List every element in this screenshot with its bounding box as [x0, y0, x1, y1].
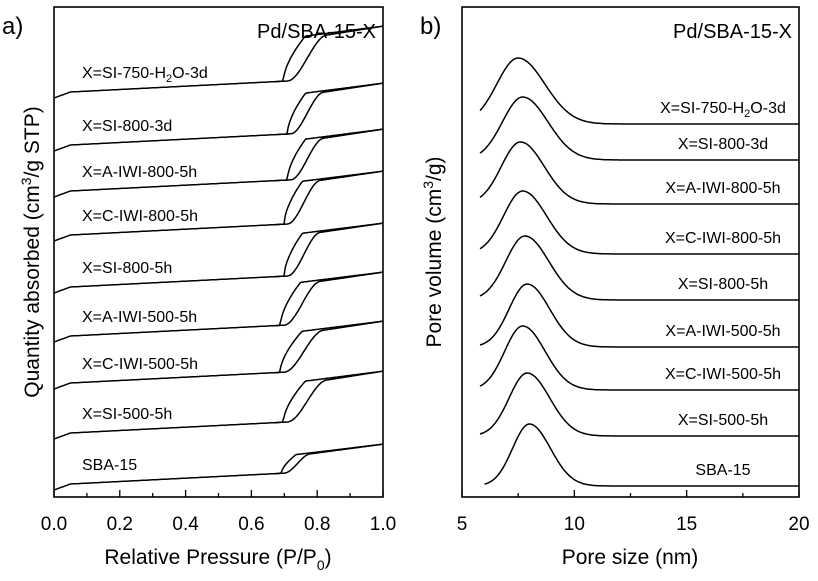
psd-curve-x-si-800-3d [479, 96, 799, 161]
panel-b-x-tick-label: 15 [676, 514, 697, 535]
psd-curve-x-a-iwi-800-5h [479, 141, 799, 205]
panel-a-isotherms: a) Pd/SBA-15-X 0.0 0.2 0.4 0.6 0.8 1.0 Relati… [2, 6, 396, 573]
panel-b-x-ticks [461, 490, 800, 497]
psd-curve-x-c-iwi-800-5h [479, 190, 799, 255]
series-label-x-si-500-5h: X=SI-500-5h [82, 406, 172, 423]
panel-a-x-axis-label: Relative Pressure (P/P0) [104, 546, 331, 573]
panel-b-x-tick-label: 20 [788, 514, 809, 535]
isotherm-desorption-x-a-iwi-500-5h [271, 271, 384, 327]
panel-a-series-lines [53, 25, 384, 491]
isotherm-adsorption-x-si-800-5h [53, 222, 384, 294]
series-label-x-si-800-3d: X=SI-800-3d [678, 136, 768, 153]
psd-curve-x-a-iwi-500-5h [479, 283, 799, 348]
isotherm-adsorption-x-si-800-3d [53, 82, 384, 152]
series-label-x-a-iwi-500-5h: X=A-IWI-500-5h [665, 323, 780, 340]
psd-curve-sba-15 [484, 423, 799, 487]
psd-curve-x-si-800-5h [479, 235, 799, 301]
series-label-x-a-iwi-800-5h: X=A-IWI-800-5h [665, 180, 780, 197]
isotherm-adsorption-x-a-iwi-500-5h [53, 271, 384, 343]
isotherm-desorption-x-si-800-5h [274, 222, 384, 278]
panel-a-x-tick-label: 0.6 [238, 514, 264, 535]
panel-b-y-axis-label: Pore volume (cm3/g) [420, 156, 446, 347]
panel-a-x-tick-label: 0.0 [41, 514, 67, 535]
isotherm-adsorption-x-c-iwi-800-5h [53, 170, 384, 242]
panel-b-title: Pd/SBA-15-X [673, 21, 792, 43]
panel-a-x-tick-label: 0.8 [304, 514, 330, 535]
panel-a-x-tick-label: 1.0 [370, 514, 396, 535]
panel-b-pore-size: b) Pd/SBA-15-X 5 10 15 20 Pore size (nm) Po… [420, 6, 810, 569]
isotherm-desorption-sba-15 [271, 443, 384, 475]
panel-b-x-tick-labels: 5 10 15 20 [457, 514, 810, 535]
series-label-sba-15: SBA-15 [695, 462, 750, 479]
series-label-x-c-iwi-800-5h: X=C-IWI-800-5h [665, 230, 781, 247]
panel-a-x-tick-label: 0.4 [172, 514, 199, 535]
series-label-x-a-iwi-800-5h: X=A-IWI-800-5h [82, 164, 197, 181]
psd-curve-x-c-iwi-500-5h [479, 325, 799, 391]
isotherm-adsorption-x-si-750-h2o-3d [53, 25, 384, 99]
series-label-x-si-750-h2o-3d: X=SI-750-H2O-3d [82, 65, 208, 85]
psd-curve-x-si-500-5h [479, 372, 799, 437]
isotherm-desorption-x-si-800-3d [277, 82, 384, 136]
series-label-x-si-800-3d: X=SI-800-3d [82, 118, 172, 135]
panel-b-label: b) [420, 13, 441, 40]
panel-b-x-tick-label: 10 [564, 514, 585, 535]
panel-b-series-lines [479, 57, 799, 487]
panel-a-title: Pd/SBA-15-X [257, 21, 376, 43]
series-label-sba-15: SBA-15 [82, 457, 137, 474]
series-label-x-c-iwi-800-5h: X=C-IWI-800-5h [82, 208, 198, 225]
series-label-x-si-750-h2o-3d: X=SI-750-H2O-3d [660, 100, 786, 120]
isotherm-desorption-x-c-iwi-800-5h [274, 170, 384, 226]
series-label-x-c-iwi-500-5h: X=C-IWI-500-5h [82, 356, 198, 373]
isotherm-adsorption-x-a-iwi-800-5h [53, 128, 384, 198]
isotherm-desorption-x-si-500-5h [271, 370, 384, 424]
panel-b-series-labels: SBA-15 X=SI-500-5h X=C-IWI-500-5h X=A-IWI-5… [660, 100, 786, 479]
panel-a-x-ticks [53, 490, 384, 497]
isotherm-desorption-x-si-750-h2o-3d [274, 25, 384, 83]
panel-a-series-labels: SBA-15 X=SI-500-5h X=C-IWI-500-5h X=A-IWI-5… [82, 65, 208, 474]
series-label-x-si-500-5h: X=SI-500-5h [678, 412, 768, 429]
panel-a-label: a) [2, 13, 23, 40]
panel-a-x-tick-label: 0.2 [107, 514, 133, 535]
panel-a-x-tick-labels: 0.0 0.2 0.4 0.6 0.8 1.0 [41, 514, 396, 535]
isotherm-desorption-x-a-iwi-800-5h [274, 128, 384, 182]
isotherm-adsorption-x-c-iwi-500-5h [53, 320, 384, 390]
panel-b-x-axis-label: Pore size (nm) [562, 546, 699, 569]
panel-a-y-axis-label: Quantity absorbed (cm3/g STP) [18, 106, 44, 397]
series-label-x-si-800-5h: X=SI-800-5h [678, 276, 768, 293]
isotherm-desorption-x-c-iwi-500-5h [271, 320, 384, 374]
psd-curve-x-si-750-h2o-3d [479, 57, 799, 125]
isotherm-adsorption-x-si-500-5h [53, 370, 384, 440]
panel-b-x-tick-label: 5 [457, 514, 468, 535]
series-label-x-c-iwi-500-5h: X=C-IWI-500-5h [665, 366, 781, 383]
series-label-x-a-iwi-500-5h: X=A-IWI-500-5h [82, 309, 197, 326]
series-label-x-si-800-5h: X=SI-800-5h [82, 260, 172, 277]
